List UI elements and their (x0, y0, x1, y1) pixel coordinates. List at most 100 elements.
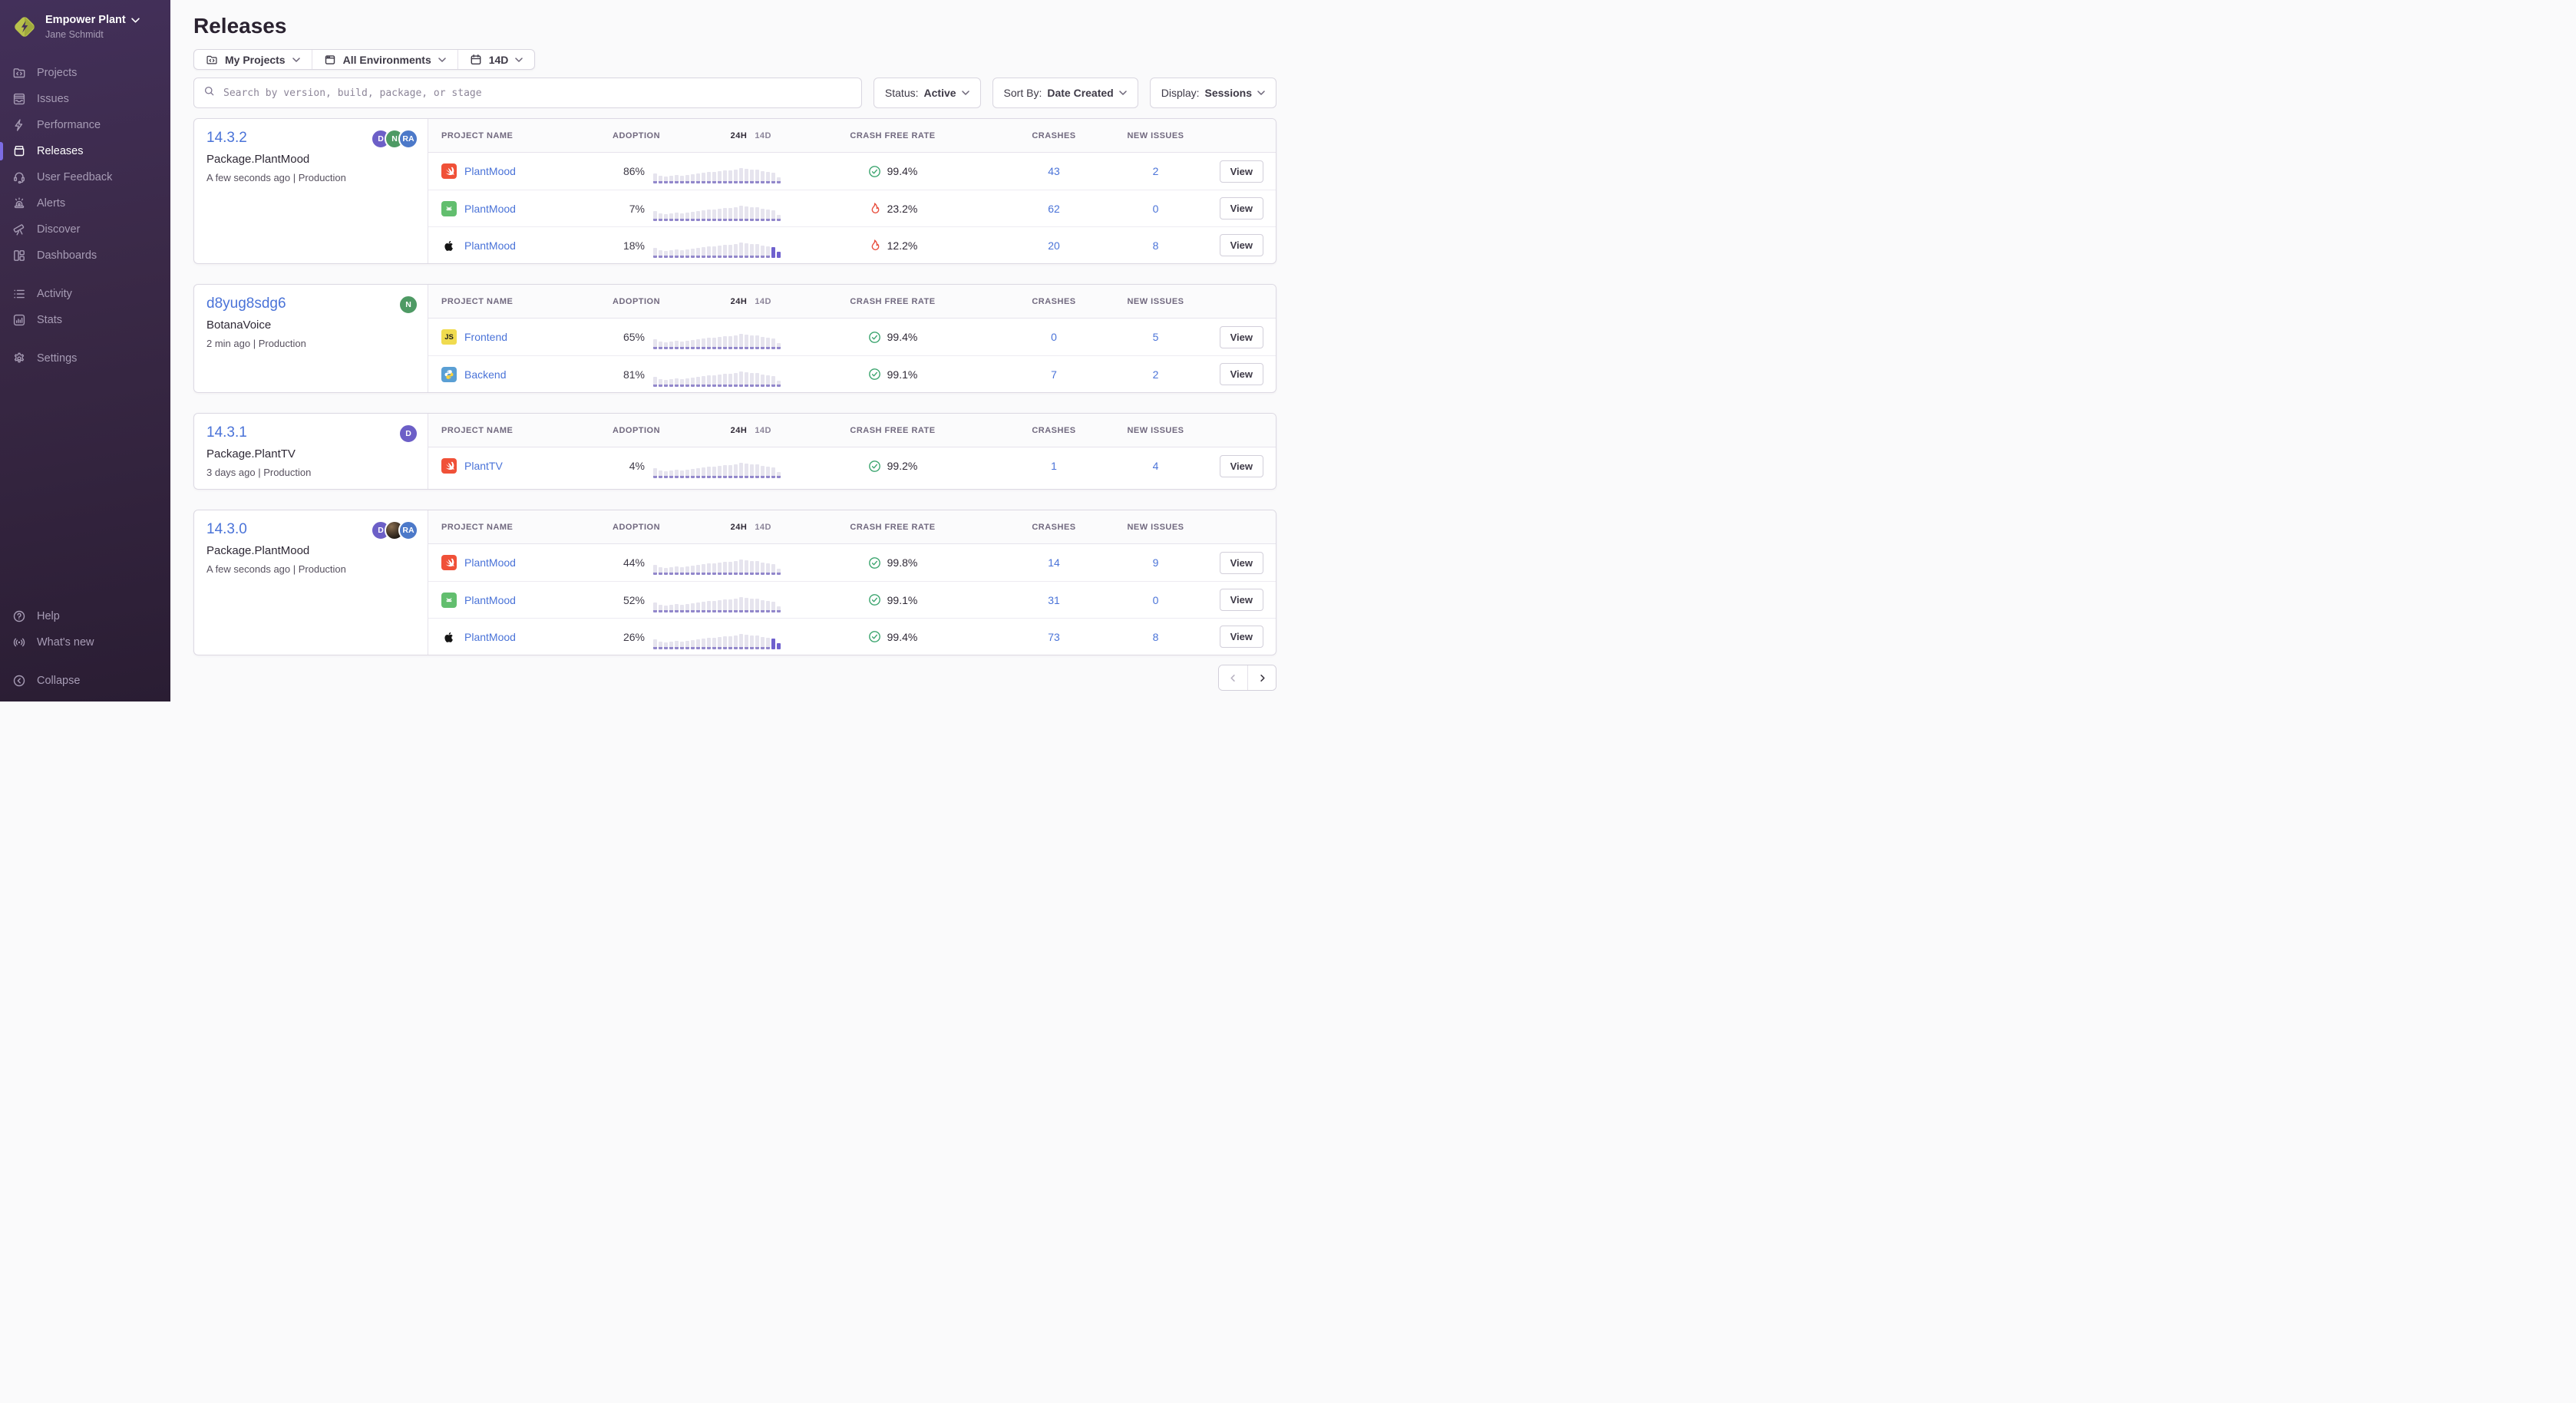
crashes-count-link[interactable]: 43 (1048, 165, 1060, 177)
release-version-link[interactable]: 14.3.0 (206, 521, 247, 537)
dropdown-value: Date Created (1047, 87, 1114, 99)
crash-free-ok-icon (868, 165, 880, 177)
sidebar-nav-section: Activity Stats (0, 281, 170, 333)
sidebar-item-user-feedback[interactable]: User Feedback (0, 164, 170, 190)
android-icon (441, 200, 457, 216)
view-release-button[interactable]: View (1219, 160, 1263, 183)
crashes-count-link[interactable]: 1 (1051, 460, 1057, 472)
new-issues-count-link[interactable]: 2 (1152, 368, 1159, 381)
issues-icon (13, 93, 25, 105)
sidebar-item-help[interactable]: Help (0, 603, 170, 629)
project-link[interactable]: Frontend (464, 331, 508, 343)
project-link[interactable]: PlantMood (464, 630, 516, 643)
sidebar-item-issues[interactable]: Issues (0, 86, 170, 112)
org-switcher[interactable]: Empower Plant Jane Schmidt (0, 11, 170, 40)
new-issues-count-link[interactable]: 5 (1152, 331, 1159, 343)
crashes-count-link[interactable]: 14 (1048, 556, 1060, 569)
new-issues-count-link[interactable]: 8 (1152, 239, 1159, 252)
release-summary: 14.3.2 Package.PlantMood A few seconds ago… (194, 119, 428, 263)
range-24h-toggle[interactable]: 24H (730, 296, 748, 306)
release-project-row: PlantTV 4% 99.2% 1 4 View (428, 447, 1276, 484)
adoption-sparkline (653, 163, 781, 183)
col-project-name: PROJECT NAME (441, 522, 514, 532)
view-release-button[interactable]: View (1219, 589, 1263, 611)
release-version-link[interactable]: 14.3.1 (206, 424, 247, 441)
view-release-button[interactable]: View (1219, 325, 1263, 348)
crashes-count-link[interactable]: 7 (1051, 368, 1057, 381)
alerts-icon (14, 197, 25, 209)
range-14d-toggle[interactable]: 14D (755, 425, 771, 435)
project-link[interactable]: PlantMood (464, 239, 516, 252)
view-release-button[interactable]: View (1219, 454, 1263, 477)
project-link[interactable]: PlantMood (464, 202, 516, 215)
dropdown-label: Display: (1161, 87, 1200, 99)
adoption-value: 26% (623, 630, 645, 643)
project-link[interactable]: PlantMood (464, 593, 516, 606)
range-14d-toggle[interactable]: 14D (755, 296, 771, 306)
sidebar-item-stats[interactable]: Stats (0, 307, 170, 333)
crashes-count-link[interactable]: 62 (1048, 202, 1060, 215)
view-release-button[interactable]: View (1219, 363, 1263, 385)
release-version-link[interactable]: 14.3.2 (206, 130, 247, 146)
sidebar-item-label: Releases (37, 144, 84, 157)
range-14d-toggle[interactable]: 14D (755, 130, 771, 140)
sidebar-item-settings[interactable]: Settings (0, 345, 170, 371)
sidebar-item-discover[interactable]: Discover (0, 216, 170, 243)
range-24h-toggle[interactable]: 24H (730, 130, 748, 140)
collapse-icon (13, 675, 25, 687)
adoption-value: 86% (623, 165, 645, 177)
sidebar-item-collapse[interactable]: Collapse (0, 668, 170, 694)
view-release-button[interactable]: View (1219, 197, 1263, 220)
view-release-button[interactable]: View (1219, 551, 1263, 574)
crashes-count-link[interactable]: 73 (1048, 630, 1060, 643)
project-link[interactable]: PlantTV (464, 460, 503, 472)
filter-all-environments[interactable]: All Environments (311, 50, 457, 69)
new-issues-count-link[interactable]: 4 (1152, 460, 1159, 472)
range-14d-toggle[interactable]: 14D (755, 522, 771, 532)
pagination-prev-button[interactable] (1219, 665, 1247, 690)
javascript-icon: JS (441, 329, 457, 345)
sidebar-item-dashboards[interactable]: Dashboards (0, 243, 170, 269)
sidebar-item-alerts[interactable]: Alerts (0, 190, 170, 216)
new-issues-count-link[interactable]: 0 (1152, 202, 1159, 215)
sort-by-dropdown[interactable]: Sort By: Date Created (992, 78, 1138, 108)
project-link[interactable]: Backend (464, 368, 507, 381)
new-issues-count-link[interactable]: 9 (1152, 556, 1159, 569)
range-24h-toggle[interactable]: 24H (730, 425, 748, 435)
sidebar-item-activity[interactable]: Activity (0, 281, 170, 307)
sidebar-item-what-s-new[interactable]: What's new (0, 629, 170, 655)
filter-my-projects[interactable]: My Projects (194, 50, 312, 69)
search-icon (204, 86, 214, 96)
new-issues-count-link[interactable]: 2 (1152, 165, 1159, 177)
release-summary: 14.3.0 Package.PlantMood A few seconds ago… (194, 510, 428, 655)
status-dropdown[interactable]: Status: Active (873, 78, 981, 108)
new-issues-count-link[interactable]: 0 (1152, 593, 1159, 606)
main-content: Releases My Projects All Environments 14D … (170, 0, 1288, 702)
col-new-issues: NEW ISSUES (1127, 296, 1184, 306)
release-meta: 2 min ago | Production (206, 338, 306, 349)
chevron-down-icon (131, 17, 140, 23)
display-dropdown[interactable]: Display: Sessions (1149, 78, 1276, 108)
crashes-count-link[interactable]: 31 (1048, 593, 1060, 606)
crashes-count-link[interactable]: 0 (1051, 331, 1057, 343)
col-project-name: PROJECT NAME (441, 425, 514, 435)
search-input[interactable] (222, 86, 852, 100)
view-release-button[interactable]: View (1219, 234, 1263, 256)
sidebar-item-performance[interactable]: Performance (0, 112, 170, 138)
filter-14d[interactable]: 14D (457, 50, 535, 69)
apple-icon (441, 238, 457, 253)
project-link[interactable]: PlantMood (464, 165, 516, 177)
release-version-link[interactable]: d8yug8sdg6 (206, 295, 286, 312)
help-icon (13, 610, 25, 622)
range-24h-toggle[interactable]: 24H (730, 522, 748, 532)
crashes-count-link[interactable]: 20 (1048, 239, 1060, 252)
pagination-next-button[interactable] (1247, 665, 1276, 690)
col-crash-free-rate: CRASH FREE RATE (850, 296, 936, 306)
sidebar-item-releases[interactable]: Releases (0, 138, 170, 164)
view-release-button[interactable]: View (1219, 626, 1263, 648)
release-package: Package.PlantMood (206, 153, 310, 166)
new-issues-count-link[interactable]: 8 (1152, 630, 1159, 643)
project-link[interactable]: PlantMood (464, 556, 516, 569)
release-project-row: Backend 81% 99.1% 7 2 View (428, 355, 1276, 392)
sidebar-item-projects[interactable]: Projects (0, 60, 170, 86)
